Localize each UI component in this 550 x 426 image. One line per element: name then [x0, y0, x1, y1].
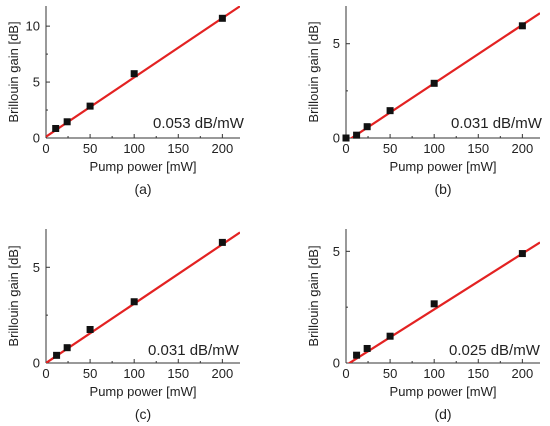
x-tick-label: 200 — [512, 366, 534, 381]
y-axis-title: Brillouin gain [dB] — [306, 245, 321, 346]
data-point — [63, 118, 71, 126]
data-point — [363, 123, 371, 131]
y-tick-label: 0 — [33, 356, 40, 371]
data-point — [218, 14, 226, 22]
y-tick-label: 5 — [33, 260, 40, 275]
x-tick-label: 50 — [383, 141, 397, 156]
y-tick-label: 0 — [33, 131, 40, 146]
data-point — [518, 22, 526, 30]
chart-panel: 0 50 100 150 200 0 5 Pump power [mW] Brillouin g… — [306, 6, 543, 197]
data-point — [53, 351, 61, 359]
data-point — [353, 131, 361, 139]
x-tick-label: 0 — [342, 366, 349, 381]
panel-label: (d) — [434, 406, 451, 422]
x-tick-label: 200 — [212, 141, 234, 156]
x-tick-label: 150 — [467, 366, 489, 381]
data-point — [518, 250, 526, 258]
fit-line — [46, 231, 240, 363]
data-point — [430, 79, 438, 87]
data-point — [363, 344, 371, 352]
data-point — [86, 102, 94, 110]
data-point — [353, 351, 361, 359]
slope-annotation: 0.025 dB/mW — [449, 342, 541, 359]
x-tick-label: 50 — [83, 366, 97, 381]
slope-annotation: 0.053 dB/mW — [153, 115, 245, 132]
x-tick-label: 200 — [512, 141, 534, 156]
x-tick-label: 100 — [123, 141, 145, 156]
chart-panel: 0 50 100 150 200 0 5 10 Pump power [mW] Brillouin… — [6, 6, 245, 197]
data-point — [63, 344, 71, 352]
y-axis-title: Brillouin gain [dB] — [306, 21, 321, 122]
fit-line — [349, 12, 540, 138]
x-tick-label: 150 — [167, 366, 189, 381]
x-axis-title: Pump power [mW] — [390, 159, 497, 174]
x-tick-label: 150 — [467, 141, 489, 156]
y-tick-label: 10 — [26, 19, 40, 34]
x-tick-label: 0 — [42, 366, 49, 381]
slope-annotation: 0.031 dB/mW — [148, 342, 240, 359]
chart-panel: 0 50 100 150 200 0 5 Pump power [mW] Brillouin g… — [306, 229, 541, 422]
y-tick-label: 0 — [333, 131, 340, 146]
data-point — [86, 326, 94, 333]
y-tick-label: 5 — [33, 75, 40, 90]
y-tick-label: 5 — [333, 244, 340, 259]
x-tick-label: 0 — [42, 141, 49, 156]
data-point — [52, 124, 60, 132]
x-axis-title: Pump power [mW] — [390, 384, 497, 399]
x-axis-title: Pump power [mW] — [90, 384, 197, 399]
data-point — [130, 70, 138, 78]
panel-label: (b) — [434, 181, 451, 197]
y-axis-title: Brillouin gain [dB] — [6, 245, 21, 346]
data-point — [218, 238, 226, 246]
y-tick-label: 0 — [333, 356, 340, 371]
x-tick-label: 100 — [423, 141, 445, 156]
x-tick-label: 150 — [167, 141, 189, 156]
data-point — [342, 134, 350, 142]
slope-annotation: 0.031 dB/mW — [451, 115, 543, 132]
data-point — [386, 332, 394, 340]
y-tick-label: 5 — [333, 36, 340, 51]
data-point — [430, 300, 438, 308]
fit-line — [347, 241, 540, 363]
x-axis-title: Pump power [mW] — [90, 159, 197, 174]
x-tick-label: 50 — [83, 141, 97, 156]
x-tick-label: 0 — [342, 141, 349, 156]
data-point — [386, 107, 394, 115]
x-tick-label: 100 — [423, 366, 445, 381]
x-tick-label: 50 — [383, 366, 397, 381]
fit-line — [46, 6, 240, 138]
chart-panel: 0 50 100 150 200 0 5 Pump power [mW] Brillouin g… — [6, 229, 240, 422]
x-tick-label: 200 — [212, 366, 234, 381]
panel-label: (c) — [135, 406, 151, 422]
panel-label: (a) — [134, 181, 151, 197]
data-point — [130, 298, 138, 306]
x-tick-label: 100 — [123, 366, 145, 381]
y-axis-title: Brillouin gain [dB] — [6, 21, 21, 122]
